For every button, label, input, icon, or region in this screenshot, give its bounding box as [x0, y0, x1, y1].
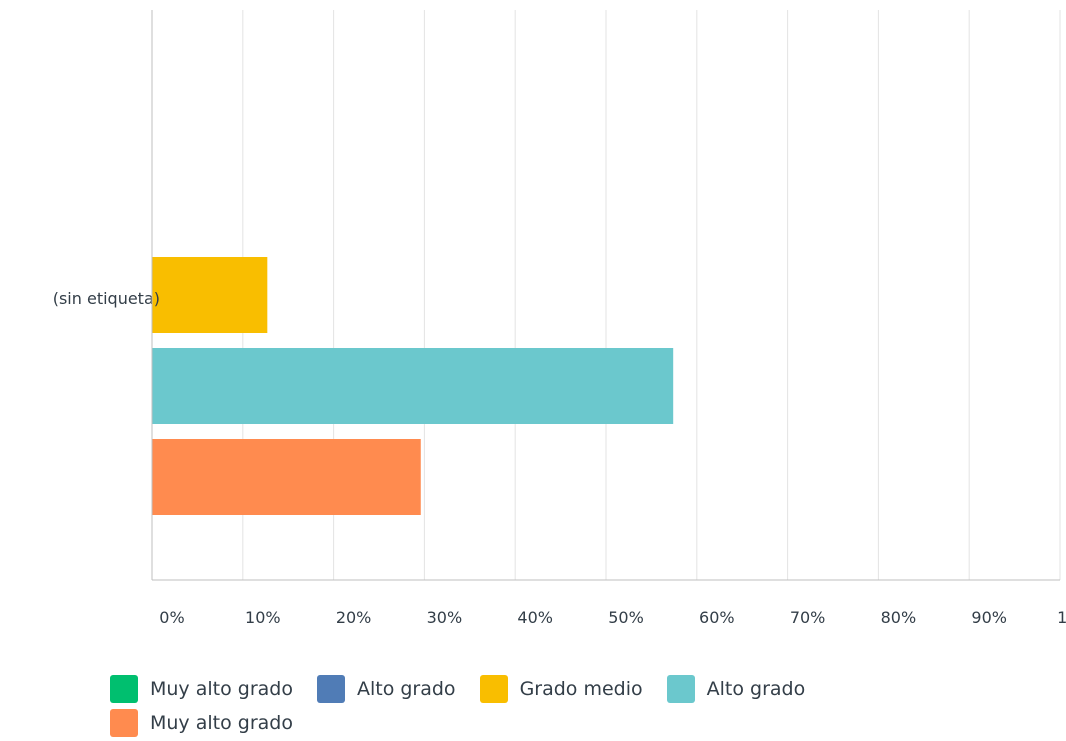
bar — [152, 257, 268, 333]
legend-item-grado-medio[interactable]: Grado medio — [479, 675, 643, 703]
legend-item-muy-alto-grado-2[interactable]: Muy alto grado — [110, 709, 293, 737]
legend-item-alto-grado-1[interactable]: Alto grado — [316, 675, 456, 703]
legend-swatch — [479, 675, 508, 703]
x-tick-label: 20% — [336, 608, 372, 627]
x-tick-label: 90% — [971, 608, 1007, 627]
legend-item-muy-alto-grado-1[interactable]: Muy alto grado — [110, 675, 293, 703]
bar-chart: 0% 10% 20% 30% 40% 50% 60% 70% 80% 90% 100% (sin e… — [53, 10, 1066, 627]
x-tick-label: 50% — [608, 608, 644, 627]
x-tick-label: 70% — [790, 608, 826, 627]
legend-label: Alto grado — [706, 678, 806, 700]
legend-swatch — [666, 675, 695, 703]
x-tick-labels: 0% 10% 20% 30% 40% 50% 60% 70% 80% 90% 100% — [159, 608, 1066, 627]
category-label: (sin etiqueta) — [53, 289, 160, 308]
x-tick-label: 0% — [159, 608, 184, 627]
bar — [152, 348, 674, 424]
legend-row: Muy alto grado Alto grado Grado medio Al… — [110, 672, 1010, 706]
legend-swatch — [110, 675, 138, 703]
x-tick-label: 10% — [245, 608, 281, 627]
bars — [152, 257, 674, 515]
legend-label: Muy alto grado — [150, 712, 293, 734]
legend-swatch — [110, 709, 138, 737]
x-tick-label: 100% — [1057, 608, 1066, 627]
x-tick-label: 40% — [517, 608, 553, 627]
legend-row: Muy alto grado — [110, 706, 1010, 740]
legend-swatch — [316, 675, 345, 703]
gridlines — [242, 10, 1061, 580]
x-tick-label: 30% — [427, 608, 463, 627]
x-tick-label: 80% — [881, 608, 917, 627]
x-tick-label: 60% — [699, 608, 735, 627]
legend-item-alto-grado-2[interactable]: Alto grado — [666, 675, 806, 703]
bar — [152, 439, 421, 515]
legend-label: Muy alto grado — [150, 678, 293, 700]
legend: Muy alto grado Alto grado Grado medio Al… — [110, 672, 1010, 740]
legend-label: Grado medio — [519, 678, 643, 700]
legend-label: Alto grado — [356, 678, 456, 700]
